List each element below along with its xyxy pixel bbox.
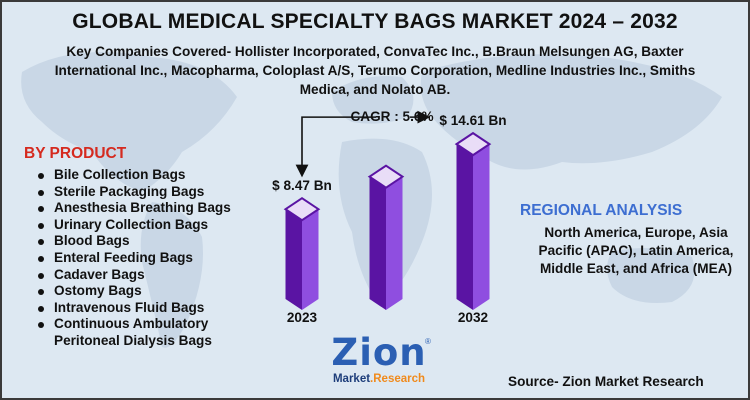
bar-side-face: [473, 144, 490, 310]
bar-side-face: [302, 209, 319, 310]
bar-mid: [367, 164, 405, 310]
regional-analysis-text: North America, Europe, Asia Pacific (APA…: [538, 225, 734, 276]
bar-top-face: [454, 131, 492, 157]
registered-mark: ®: [425, 337, 431, 346]
data-label: $ 8.47 Bn: [272, 178, 332, 193]
source-note: Source- Zion Market Research: [508, 374, 704, 389]
list-item: Continuous Ambulatory Peritoneal Dialysi…: [38, 316, 248, 349]
regional-analysis-heading: REGIONAL ANALYSIS: [520, 202, 683, 219]
product-list: Bile Collection Bags Sterile Packaging B…: [38, 167, 248, 350]
bar-top-face: [283, 197, 321, 222]
data-label: $ 14.61 Bn: [439, 113, 506, 128]
bar-2032: [454, 131, 492, 310]
bar-front-face: [456, 144, 473, 310]
key-companies-text: Key Companies Covered- Hollister Incorpo…: [54, 44, 696, 97]
list-item: Urinary Collection Bags: [38, 217, 248, 234]
list-item: Enteral Feeding Bags: [38, 250, 248, 267]
bar-front-face: [285, 209, 302, 310]
list-item: Ostomy Bags: [38, 283, 248, 300]
logo-wordmark: Zion: [331, 331, 427, 374]
list-item: Sterile Packaging Bags: [38, 184, 248, 201]
bar-front-face: [369, 176, 386, 310]
list-item: Cadaver Bags: [38, 267, 248, 284]
bar-2023: [283, 197, 321, 310]
zion-logo: Zion ® Market.Research: [324, 331, 434, 391]
list-item: Blood Bags: [38, 233, 248, 250]
list-item: Bile Collection Bags: [38, 167, 248, 184]
x-tick-label: 2023: [287, 310, 318, 325]
bar-top-face: [367, 164, 405, 189]
page-title: GLOBAL MEDICAL SPECIALTY BAGS MARKET 202…: [72, 10, 678, 33]
logo-tagline: Market.Research: [332, 373, 426, 385]
by-product-heading: BY PRODUCT: [24, 145, 127, 162]
cagr-arrow: [295, 116, 376, 178]
list-item: Intravenous Fluid Bags: [38, 300, 248, 317]
list-item: Anesthesia Breathing Bags: [38, 200, 248, 217]
bar-side-face: [386, 176, 403, 310]
x-tick-label: 2032: [458, 310, 489, 325]
cagr-label: CAGR : 5.6%: [350, 109, 433, 124]
